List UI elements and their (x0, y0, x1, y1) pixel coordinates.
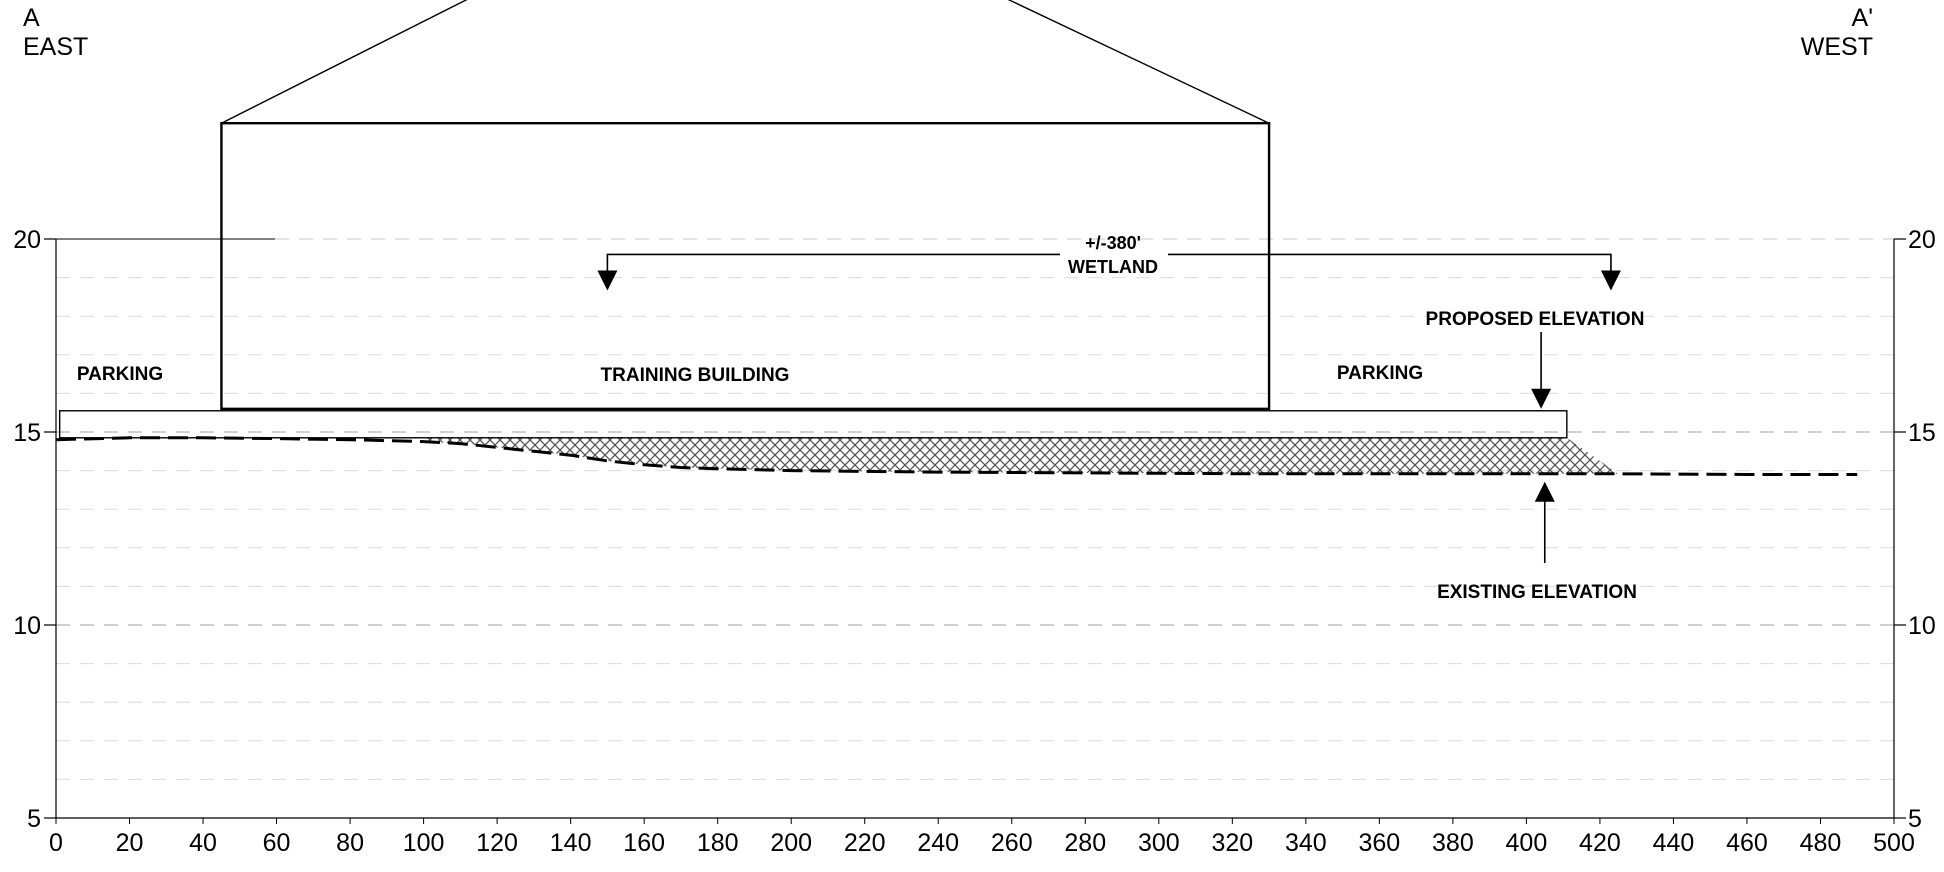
x-tick-label: 440 (1653, 829, 1695, 857)
existing-grade-line (55, 436, 1858, 476)
x-tick-label: 420 (1579, 829, 1621, 857)
roof-right (1007, 0, 1270, 124)
y-tick-label-left: 10 (13, 612, 41, 640)
y-tick-label-right: 10 (1908, 612, 1936, 640)
grid-lines (56, 238, 1894, 780)
y-tick-label-left: 5 (27, 805, 41, 833)
x-tick-label: 320 (1211, 829, 1253, 857)
proposed-pad (58, 410, 1568, 439)
proposed-callout-arrow (1531, 388, 1552, 409)
x-tick-label: 160 (623, 829, 665, 857)
x-tick-label: 480 (1800, 829, 1842, 857)
section-end-direction: WEST (1800, 33, 1873, 61)
x-tick-label: 20 (116, 829, 144, 857)
axes (44, 238, 1906, 824)
existing-callout-arrow (1534, 481, 1555, 502)
x-tick-label: 300 (1138, 829, 1180, 857)
section-end-mark: A' (1851, 4, 1873, 32)
section-start-marker: A EAST (23, 4, 88, 62)
y-tick-label-right: 5 (1908, 805, 1922, 833)
x-tick-label: 180 (697, 829, 739, 857)
x-tick-label: 460 (1726, 829, 1768, 857)
wetland-dim-left (606, 253, 1060, 277)
x-tick-label: 340 (1285, 829, 1327, 857)
proposed-elevation-label: PROPOSED ELEVATION (1426, 309, 1645, 330)
roof-left (221, 0, 468, 124)
x-tick-label: 200 (770, 829, 812, 857)
y-tick-label-right: 15 (1908, 419, 1936, 447)
x-tick-label: 60 (263, 829, 291, 857)
x-tick-label: 500 (1873, 829, 1915, 857)
training-building-label: TRAINING BUILDING (601, 365, 790, 386)
y-tick-label-right: 20 (1908, 226, 1936, 254)
section-objects (55, 0, 1858, 563)
x-tick-label: 280 (1064, 829, 1106, 857)
x-tick-label: 360 (1359, 829, 1401, 857)
wetland-width-label: +/-380' (1085, 233, 1141, 253)
wetland-dim-right (1168, 253, 1612, 277)
x-tick-label: 400 (1506, 829, 1548, 857)
x-tick-label: 100 (403, 829, 445, 857)
x-tick-label: 0 (49, 829, 63, 857)
x-tick-label: 140 (550, 829, 592, 857)
x-tick-label: 40 (189, 829, 217, 857)
x-tick-label: 120 (476, 829, 518, 857)
parking-left-label: PARKING (77, 364, 163, 385)
existing-elevation-label: EXISTING ELEVATION (1437, 582, 1637, 603)
x-tick-label: 80 (336, 829, 364, 857)
section-end-marker: A' WEST (1801, 4, 1873, 62)
x-tick-label: 240 (917, 829, 959, 857)
wetland-label: WETLAND (1068, 257, 1158, 277)
section-start-direction: EAST (23, 33, 89, 61)
fill-area (423, 437, 1619, 474)
wetland-arrow-left (597, 270, 618, 291)
x-tick-label: 380 (1432, 829, 1474, 857)
y-tick-label-left: 15 (13, 419, 41, 447)
parking-right-label: PARKING (1337, 363, 1423, 384)
section-start-mark: A (23, 4, 40, 32)
building-outline (220, 121, 1271, 411)
x-tick-label: 220 (844, 829, 886, 857)
fill-hatch (423, 437, 1619, 474)
y-tick-label-left: 20 (13, 226, 41, 254)
x-tick-label: 260 (991, 829, 1033, 857)
wetland-arrow-right (1600, 270, 1621, 291)
